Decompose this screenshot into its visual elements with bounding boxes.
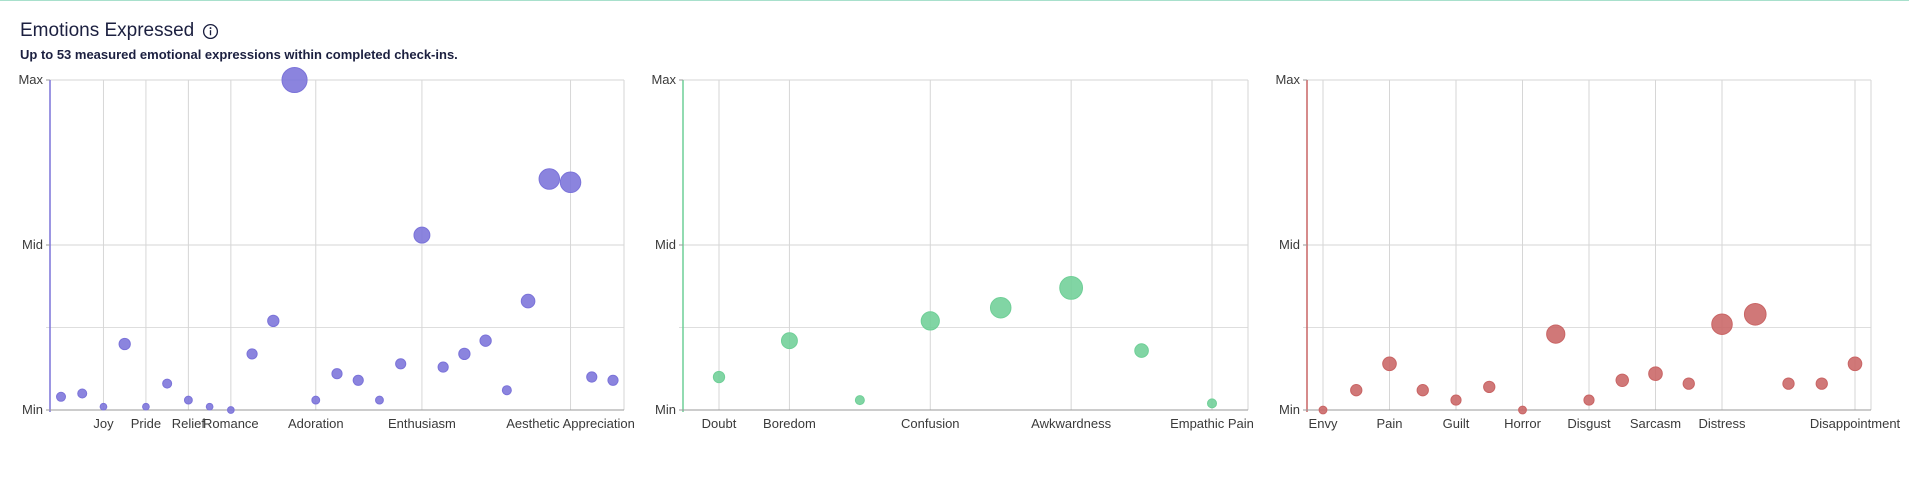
data-point: [246, 348, 258, 360]
data-point: [1583, 394, 1595, 406]
data-point: [1546, 324, 1566, 344]
data-point: [1318, 405, 1328, 415]
x-tick-label: Boredom: [763, 416, 816, 431]
y-tick-label: Mid: [22, 237, 43, 252]
data-point: [538, 168, 561, 190]
data-point: [99, 402, 108, 411]
x-tick-label: Empathic Pain: [1170, 416, 1254, 431]
data-point: [780, 332, 798, 350]
data-point: [205, 402, 214, 411]
subtitle: Up to 53 measured emotional expressions …: [20, 47, 458, 62]
x-tick-label: Distress: [1699, 416, 1746, 431]
data-point: [162, 378, 173, 389]
x-tick-label: Romance: [203, 416, 259, 431]
x-tick-label: Disappointment: [1810, 416, 1901, 431]
data-point: [1815, 377, 1828, 390]
chart-panel-2: Min Mid Max Doubt Boredom Confusion Awkwardnes…: [651, 72, 1253, 431]
data-point: [1782, 377, 1795, 390]
x-tick-label: Confusion: [901, 416, 960, 431]
data-point: [395, 358, 407, 370]
data-point: [331, 368, 343, 380]
data-point: [712, 370, 726, 384]
data-point: [437, 361, 449, 373]
y-tick-label: Mid: [655, 237, 676, 252]
data-point: [226, 406, 235, 414]
data-point: [586, 371, 598, 383]
data-point: [1711, 313, 1733, 335]
data-point: [1416, 384, 1429, 397]
x-tick-label: Disgust: [1567, 416, 1611, 431]
data-point: [1615, 373, 1629, 388]
data-point: [281, 66, 308, 94]
data-point: [77, 388, 88, 399]
x-tick-label: Pain: [1376, 416, 1402, 431]
chart-header: Emotions Expressed Up to 53 measured emo…: [20, 20, 458, 62]
title-row: Emotions Expressed: [20, 20, 458, 42]
x-tick-label: Adoration: [288, 416, 344, 431]
y-tick-label: Max: [651, 72, 676, 87]
data-point: [989, 296, 1012, 319]
y-tick-label: Min: [22, 402, 43, 417]
y-tick-label: Min: [1279, 402, 1300, 417]
x-tick-label: Awkwardness: [1031, 416, 1111, 431]
data-point: [1350, 384, 1363, 397]
data-point: [375, 395, 384, 405]
data-point: [1648, 366, 1663, 382]
data-point: [520, 293, 536, 309]
data-point: [1743, 302, 1767, 326]
data-point: [458, 347, 471, 361]
x-tick-label: Enthusiasm: [388, 416, 456, 431]
x-tick-label: Aesthetic Appreciation: [506, 416, 635, 431]
data-point: [920, 311, 940, 331]
data-point: [1207, 398, 1217, 409]
data-point: [1483, 380, 1496, 394]
y-tick-label: Max: [18, 72, 43, 87]
data-point: [1134, 343, 1149, 358]
data-point: [1059, 276, 1084, 300]
data-point: [854, 395, 865, 406]
data-point: [267, 314, 280, 328]
x-tick-label: Joy: [93, 416, 114, 431]
data-point: [479, 334, 492, 347]
y-tick-label: Min: [655, 402, 676, 417]
y-tick-label: Max: [1275, 72, 1300, 87]
x-tick-label: Guilt: [1443, 416, 1470, 431]
data-point: [1382, 356, 1397, 372]
data-point: [1518, 405, 1527, 415]
x-tick-label: Doubt: [702, 416, 737, 431]
data-point: [607, 374, 619, 386]
y-tick-label: Mid: [1279, 237, 1300, 252]
data-point: [413, 226, 431, 244]
data-point: [1450, 394, 1462, 406]
info-circle-icon[interactable]: [202, 23, 219, 40]
data-point: [118, 337, 131, 351]
data-point: [501, 385, 512, 396]
x-tick-label: Pride: [131, 416, 161, 431]
data-point: [183, 395, 193, 405]
x-tick-label: Relief: [172, 416, 206, 431]
data-point: [142, 402, 150, 411]
data-point: [1847, 356, 1863, 372]
top-accent-rule: [0, 0, 1909, 1]
chart-panel-3: Min Mid Max Envy Pain Guilt Horror Disgust Sarca…: [1275, 72, 1900, 431]
data-point: [352, 374, 364, 386]
x-tick-label: Sarcasm: [1630, 416, 1681, 431]
x-tick-label: Horror: [1504, 416, 1542, 431]
x-tick-label: Envy: [1309, 416, 1338, 431]
data-point: [559, 171, 582, 194]
data-point: [311, 395, 321, 405]
data-point: [1682, 377, 1695, 390]
data-point: [56, 391, 66, 402]
page-title: Emotions Expressed: [20, 20, 195, 41]
